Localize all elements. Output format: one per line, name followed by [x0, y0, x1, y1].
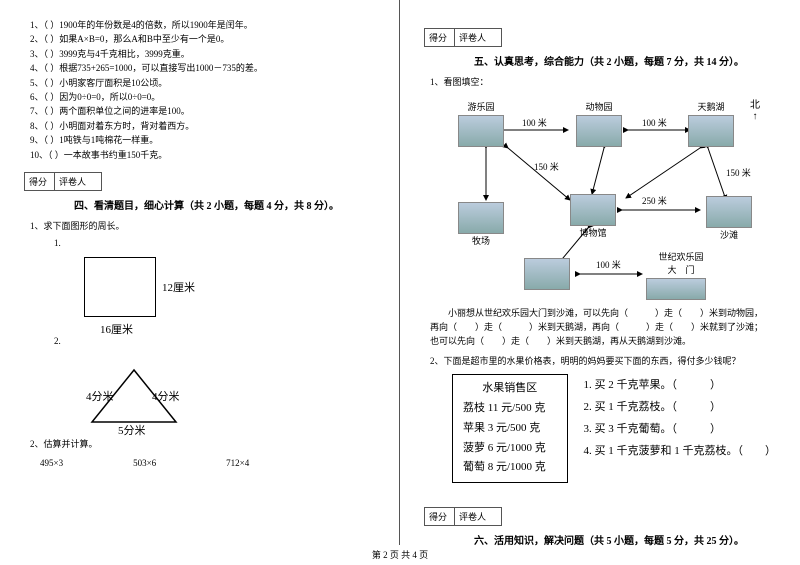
buy-2: 2. 买 1 千克荔枝。（ ） [584, 396, 777, 418]
fruit-4: 葡萄 8 元/1000 克 [463, 458, 557, 478]
judgement-list: 1、（ ）1900年的年份数是4的倍数，所以1900年是闰年。 2、（ ）如果A… [24, 18, 375, 162]
judg-2: 2、（ ）如果A×B=0，那么A和B中至少有一个是0。 [24, 32, 375, 46]
judg-10: 10、（ ）一本故事书约重150千克。 [24, 148, 375, 162]
buy-4: 4. 买 1 千克菠萝和 1 千克荔枝。（ ） [584, 440, 777, 462]
judg-6: 6、（ ）因为0÷0=0，所以0÷0=0。 [24, 90, 375, 104]
judg-1: 1、（ ）1900年的年份数是4的倍数，所以1900年是闰年。 [24, 18, 375, 32]
pic-gate [646, 278, 706, 300]
tri-b: 5分米 [118, 422, 146, 438]
calc-row: 495×3 503×6 712×4 [40, 458, 375, 468]
shape-2-num: 2. [24, 335, 375, 349]
fruit-2: 苹果 3 元/500 克 [463, 419, 557, 439]
dist-e: 250 米 [642, 194, 667, 207]
grader-label-6: 评卷人 [455, 508, 499, 525]
score-box-4: 得分 评卷人 [24, 172, 102, 191]
pic-amuse [458, 115, 504, 147]
node-zoo: 动物园 [576, 100, 622, 113]
q5-2: 2、下面是超市里的水果价格表，明明的妈妈要买下面的东西，得付多少钱呢？ [424, 355, 776, 369]
tri-l: 4分米 [86, 388, 114, 404]
rect-label-right: 12厘米 [162, 279, 195, 295]
section-4-title: 四、看清题目，细心计算（共 2 小题，每题 4 分，共 8 分）。 [24, 191, 375, 216]
judg-5: 5、（ ）小明家客厅面积是10公顷。 [24, 76, 375, 90]
dist-a: 100 米 [522, 116, 547, 129]
calc-2: 503×6 [133, 458, 156, 468]
node-museum: 博物馆 [570, 226, 616, 239]
node-ranch: 牧场 [458, 234, 504, 247]
q5-1-fill: 小丽想从世纪欢乐园大门到沙滩，可以先向（ ）走（ ）米到动物园，再向（ ）走（ … [424, 304, 776, 351]
score-box-5: 得分 评卷人 [424, 28, 502, 47]
judg-3: 3、（ ）3999克与4千克相比，3999克重。 [24, 47, 375, 61]
fruit-3: 菠萝 6 元/1000 克 [463, 439, 557, 459]
section-5-title: 五、认真思考，综合能力（共 2 小题，每题 7 分，共 14 分）。 [424, 47, 776, 72]
q5-1: 1、看图填空： [424, 76, 776, 90]
judg-8: 8、（ ）小明面对着东方时，背对着西方。 [24, 119, 375, 133]
score-box-6: 得分 评卷人 [424, 507, 502, 526]
score-label-6: 得分 [425, 508, 455, 525]
triangle-shape: 4分米 4分米 5分米 [74, 364, 194, 434]
fruit-title: 水果销售区 [463, 379, 557, 399]
buy-3: 3. 买 3 千克葡萄。（ ） [584, 418, 777, 440]
pic-museum [570, 194, 616, 226]
calc-3: 712×4 [226, 458, 249, 468]
fruit-price-box: 水果销售区 荔枝 11 元/500 克 苹果 3 元/500 克 菠萝 6 元/… [452, 374, 568, 483]
shape-1-num: 1. [24, 237, 375, 251]
buy-1: 1. 买 2 千克苹果。（ ） [584, 374, 777, 396]
judg-7: 7、（ ）两个面积单位之间的进率是100。 [24, 104, 375, 118]
tri-r: 4分米 [152, 388, 180, 404]
score-label-r: 得分 [425, 29, 455, 46]
judg-4: 4、（ ）根据735+265=1000，可以直接写出1000－735的差。 [24, 61, 375, 75]
grader-label-r: 评卷人 [455, 29, 499, 46]
rect-label-bottom: 16厘米 [100, 321, 133, 337]
judg-9: 9、（ ）1吨铁与1吨棉花一样重。 [24, 133, 375, 147]
calc-1: 495×3 [40, 458, 63, 468]
node-beach: 沙滩 [706, 228, 752, 241]
pic-lake [688, 115, 734, 147]
node-amuse: 游乐园 [458, 100, 504, 113]
dist-b: 100 米 [642, 116, 667, 129]
q4-1: 1、求下面图形的周长。 [24, 220, 375, 234]
node-lake: 天鹅湖 [688, 100, 734, 113]
page-footer: 第 2 页 共 4 页 [0, 548, 800, 561]
pic-ranch [458, 202, 504, 234]
q4-2: 2、估算并计算。 [24, 438, 375, 452]
pic-gate-l [524, 258, 570, 290]
score-label: 得分 [25, 173, 55, 190]
fruit-1: 荔枝 11 元/500 克 [463, 399, 557, 419]
pic-zoo [576, 115, 622, 147]
node-gate: 世纪欢乐园 大 门 [646, 250, 716, 276]
dist-f: 100 米 [596, 258, 621, 271]
pic-beach [706, 196, 752, 228]
map-diagram: 北↑ 游乐园 动物园 天鹅湖 牧场 博物馆 沙滩 世纪欢乐园 大 门 [430, 94, 770, 304]
grader-label: 评卷人 [55, 173, 99, 190]
dist-d: 150 米 [726, 166, 751, 179]
rectangle-shape: 12厘米 16厘米 [84, 257, 375, 317]
dist-c: 150 米 [534, 160, 559, 173]
buy-list: 1. 买 2 千克苹果。（ ） 2. 买 1 千克荔枝。（ ） 3. 买 3 千… [584, 374, 777, 462]
